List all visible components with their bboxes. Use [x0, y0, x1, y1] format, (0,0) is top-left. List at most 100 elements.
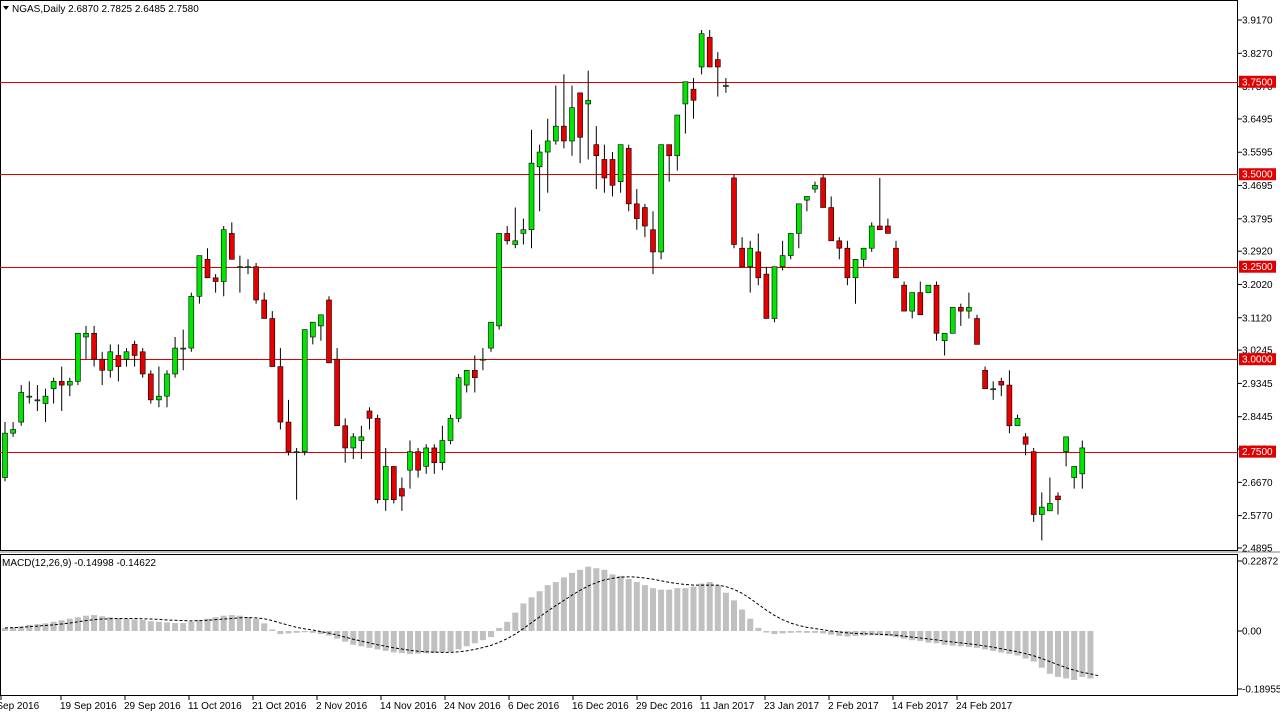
candle-body [990, 388, 997, 391]
candle-body [423, 447, 430, 467]
candle-body [1063, 436, 1069, 452]
x-tick-label: 11 Jan 2017 [700, 701, 755, 712]
candle-body [471, 369, 478, 378]
candle-body [577, 92, 583, 138]
macd-bar [512, 612, 519, 631]
candle [885, 218, 891, 234]
candle-body [917, 292, 924, 316]
candle-body [520, 229, 527, 234]
candle [820, 174, 826, 208]
candle-body [957, 307, 964, 312]
candle [633, 189, 640, 230]
candle [374, 414, 381, 504]
macd-bar [965, 630, 972, 647]
candle [229, 222, 235, 260]
candle [1030, 447, 1037, 522]
candle [609, 152, 616, 197]
collapse-triangle-icon[interactable] [3, 6, 9, 10]
candle [172, 336, 178, 378]
candle [253, 263, 259, 304]
candle [463, 369, 470, 393]
candle [148, 370, 154, 404]
macd-bar [828, 630, 835, 635]
macd-bar [245, 617, 251, 631]
candle-body [115, 355, 122, 367]
candle-body [285, 421, 292, 452]
candle [966, 292, 972, 319]
macd-signal-line [4, 576, 1099, 677]
macd-bar [1022, 630, 1029, 659]
macd-bar [83, 615, 89, 631]
macd-bar [131, 619, 138, 631]
candle-body [309, 321, 316, 338]
y-tick-label: 3.9170 [1242, 16, 1273, 27]
candle [423, 444, 430, 474]
candle-body [504, 233, 511, 242]
candle-body [366, 410, 373, 419]
candle-body [269, 318, 276, 367]
y-tick-label: 2.5770 [1242, 511, 1273, 522]
macd-bar [974, 630, 980, 648]
candle-body [253, 266, 259, 301]
candle-body [407, 451, 413, 471]
candle [585, 70, 592, 160]
candle [415, 447, 421, 478]
candle [496, 233, 502, 330]
candle [804, 196, 810, 212]
candle-body [342, 425, 349, 449]
candle [714, 52, 721, 97]
candle [471, 355, 478, 393]
macd-bar [228, 615, 235, 631]
macd-bar [860, 630, 867, 636]
candle-body [350, 436, 357, 449]
x-tick-label: 29 Sep 2016 [124, 701, 181, 712]
macd-bar [26, 624, 33, 631]
candle [569, 85, 575, 156]
candle-body [156, 395, 162, 401]
candle [301, 329, 308, 456]
candle-body [852, 259, 859, 279]
candle-body [1014, 418, 1021, 427]
candle-body [220, 229, 227, 282]
candle [123, 348, 130, 367]
candle [536, 144, 543, 212]
candle-body [1022, 436, 1029, 445]
candle-body [982, 369, 988, 390]
level-price-box [1239, 353, 1276, 366]
candle [706, 29, 713, 68]
candle-body [326, 299, 332, 364]
macd-bar [812, 630, 818, 633]
macd-bar [220, 615, 227, 631]
candle [723, 78, 729, 93]
candle [107, 344, 114, 378]
candles [2, 29, 1086, 541]
candle-body [301, 329, 308, 452]
macd-bar [261, 623, 268, 631]
macd-bar [1087, 630, 1094, 679]
candle-body [625, 148, 632, 205]
candle-body [1071, 466, 1077, 478]
candle [844, 240, 851, 286]
candle-body [941, 332, 948, 341]
candle-body [83, 332, 89, 338]
macd-histogram [2, 566, 1094, 680]
candle [58, 366, 65, 411]
macd-bar [593, 568, 600, 631]
macd-bar [544, 585, 551, 631]
candle-body [293, 451, 300, 453]
candle-body [868, 225, 875, 249]
candle [650, 211, 656, 275]
macd-bar [447, 630, 454, 652]
candle [998, 377, 1005, 397]
candle [455, 373, 462, 423]
candle-body [1055, 495, 1061, 501]
candle-body [382, 466, 389, 501]
candle-body [512, 240, 519, 245]
macd-bar [1030, 630, 1037, 662]
candle [990, 381, 997, 400]
candle-body [164, 373, 170, 397]
candle [593, 126, 600, 190]
x-tick-label: 11 Oct 2016 [188, 701, 242, 712]
candle-body [836, 240, 843, 249]
